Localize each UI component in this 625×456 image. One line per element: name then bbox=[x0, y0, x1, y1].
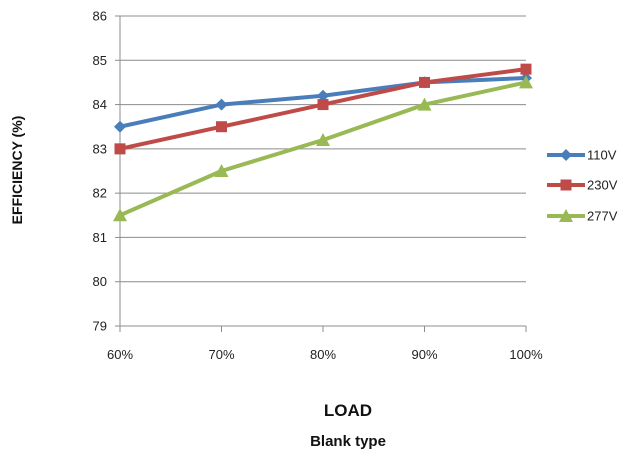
data-point-marker bbox=[520, 63, 532, 75]
y-tick-label: 84 bbox=[93, 97, 107, 112]
y-axis-title: EFFICIENCY (%) bbox=[9, 116, 25, 225]
data-point-marker bbox=[214, 164, 229, 177]
data-point-marker bbox=[417, 97, 432, 111]
y-tick-label: 86 bbox=[93, 9, 107, 24]
x-tick-label: 80% bbox=[310, 347, 336, 362]
x-tick-label: 90% bbox=[411, 347, 437, 362]
series-group bbox=[113, 63, 533, 222]
x-tick-label: 100% bbox=[509, 347, 543, 362]
data-point-marker bbox=[519, 75, 533, 89]
legend-item-277v: 277V bbox=[547, 209, 618, 224]
data-point-marker bbox=[317, 99, 329, 111]
legend-label: 110V bbox=[587, 148, 617, 163]
data-point-marker bbox=[113, 208, 127, 222]
y-tick-label: 80 bbox=[93, 274, 107, 289]
axes bbox=[115, 15, 527, 332]
data-point-marker bbox=[114, 120, 126, 133]
y-tick-label: 83 bbox=[93, 141, 107, 156]
x-tick-label: 60% bbox=[107, 347, 133, 362]
legend: 110V 230V 277V bbox=[547, 148, 618, 224]
x-axis-title: LOAD bbox=[324, 401, 372, 420]
data-point-marker bbox=[215, 98, 228, 111]
y-tick-label: 81 bbox=[93, 230, 107, 245]
data-point-marker bbox=[316, 133, 330, 146]
series-277v bbox=[113, 75, 533, 222]
legend-item-230v: 230V bbox=[547, 178, 618, 193]
data-point-marker bbox=[560, 149, 572, 161]
x-tick-label: 70% bbox=[208, 347, 234, 362]
series-230v bbox=[114, 63, 532, 155]
x-tick-labels: 60% 70% 80% 90% 100% bbox=[107, 347, 543, 362]
y-tick-label: 82 bbox=[93, 186, 107, 201]
gridlines bbox=[120, 15, 526, 327]
data-point-marker bbox=[559, 209, 573, 222]
data-point-marker bbox=[216, 121, 227, 133]
y-tick-label: 79 bbox=[93, 319, 107, 334]
data-point-marker bbox=[419, 76, 430, 88]
chart-subtitle: Blank type bbox=[310, 433, 386, 450]
y-tick-label: 85 bbox=[93, 53, 107, 68]
data-point-marker bbox=[560, 179, 572, 191]
legend-item-110v: 110V bbox=[547, 148, 617, 163]
data-point-marker bbox=[317, 89, 329, 102]
y-tick-labels: 79 80 81 82 83 84 85 86 bbox=[93, 9, 107, 334]
data-point-marker bbox=[114, 143, 126, 155]
legend-label: 277V bbox=[587, 209, 618, 224]
legend-label: 230V bbox=[587, 178, 618, 193]
